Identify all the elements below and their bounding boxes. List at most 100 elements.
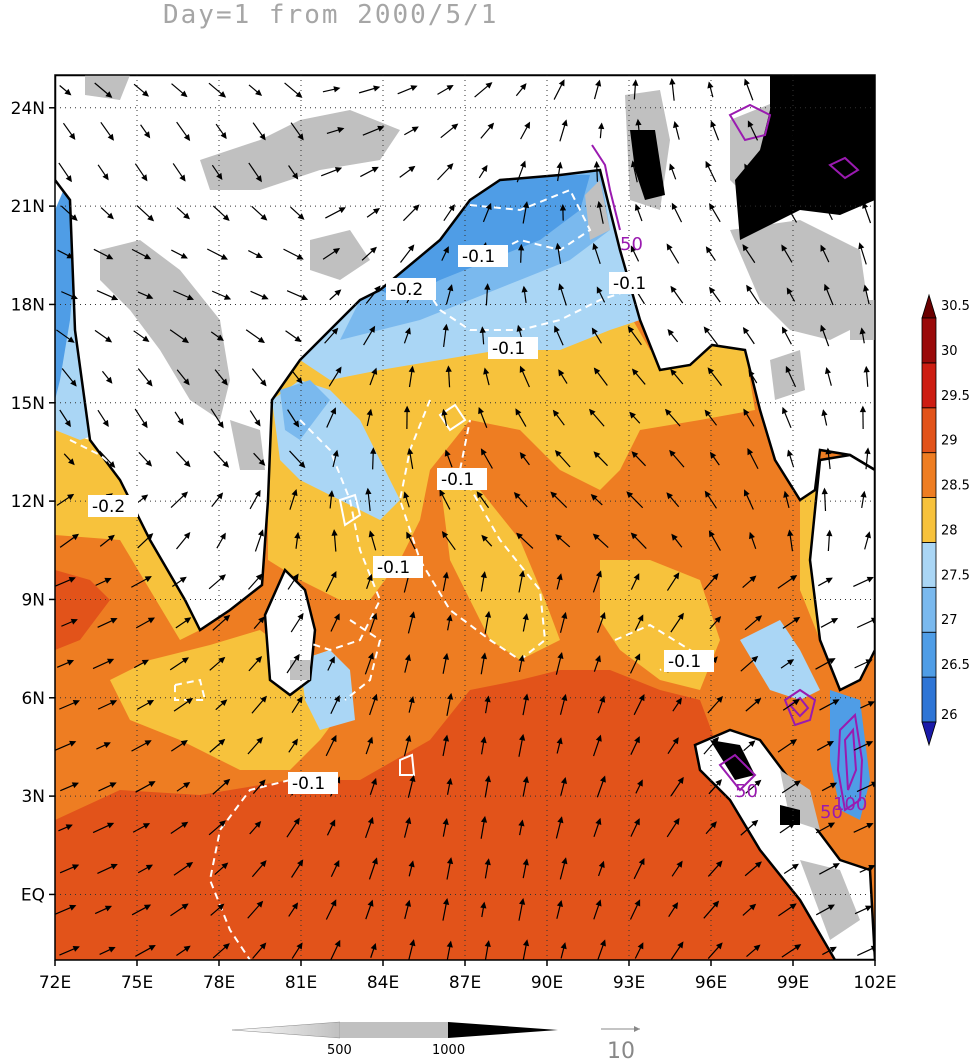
wind-vector-head: [518, 243, 525, 251]
lon-tick-label: 75E: [121, 973, 153, 993]
wind-vector-head: [712, 900, 720, 908]
colorbar-top-arrow: [921, 293, 937, 319]
wind-vector-head: [677, 612, 684, 620]
rain-contour-label: 100: [833, 794, 867, 815]
ocean-sst-27-east-india: [280, 380, 330, 440]
wind-vector-head: [183, 378, 190, 386]
wind-vector-head: [368, 530, 375, 538]
wind-vector-head: [185, 698, 194, 705]
wind-vector-head: [183, 460, 191, 468]
wind-vector-head: [669, 77, 676, 85]
wind-vector-head: [330, 407, 337, 415]
wind-vector-head: [714, 616, 722, 624]
lat-tick-label: 21N: [11, 197, 45, 217]
wind-vector-head: [410, 85, 418, 92]
wind-vector-head: [370, 447, 377, 454]
wind-vector-head: [627, 326, 635, 334]
wind-vector-head: [298, 461, 306, 469]
wind-vector-head: [333, 859, 340, 868]
wind-vector-head: [518, 819, 525, 827]
wind-vector-head: [825, 577, 833, 584]
wind-vector-head: [443, 898, 450, 905]
wind-vector-head: [747, 204, 754, 212]
wind-vector-head: [447, 692, 454, 700]
wind-vector-head: [751, 655, 759, 663]
wind-vector-head: [626, 491, 634, 499]
wind-vector-head: [711, 573, 719, 581]
wind-vector-head: [599, 775, 606, 783]
wind-vector-head: [259, 133, 266, 141]
contour-label: -0.1: [292, 774, 325, 794]
wind-vector-head: [864, 447, 871, 455]
lon-tick-label: 102E: [853, 973, 896, 993]
wind-vector-head: [485, 202, 492, 211]
wind-vector-head: [181, 336, 190, 344]
wind-vector-head: [144, 576, 152, 582]
wind-vector-head: [595, 734, 602, 742]
wind-vector-head: [293, 817, 300, 825]
wind-vector-head: [367, 652, 374, 660]
contour-label-group: -0.1 -0.2 -0.1 -0.1 -0.2 -0.1 -0.1 -0.1 …: [88, 234, 867, 823]
wind-vector-head: [105, 91, 113, 98]
wind-vector-head: [146, 293, 154, 299]
wind-vector-head: [297, 133, 304, 141]
wind-vector-head: [106, 253, 114, 260]
wind-vector-head: [667, 328, 674, 337]
wind-vector-head: [64, 88, 72, 96]
wind-vector-head: [446, 84, 454, 91]
wind-vector-head: [832, 863, 840, 869]
wind-vector-head: [181, 657, 189, 664]
wind-vector-head: [524, 121, 531, 129]
wind-vector-head: [671, 202, 678, 210]
wind-vector-head: [442, 734, 450, 742]
wind-vector-head: [753, 944, 761, 952]
wind-vector-head: [408, 365, 415, 373]
wind-vector-head: [219, 532, 226, 540]
wind-vector-head: [221, 862, 229, 870]
wind-vector-head: [142, 823, 151, 829]
wind-vector-head: [186, 861, 194, 869]
wind-vector-head: [522, 693, 530, 701]
wind-vector-head: [328, 490, 335, 497]
wind-vector-head: [218, 738, 226, 746]
wind-vector-head: [223, 778, 231, 786]
wind-vector-head: [666, 243, 673, 251]
wind-vector-head: [480, 736, 487, 744]
wind-vector-head: [367, 736, 374, 744]
wind-vector-head: [70, 379, 77, 387]
wind-vector-head: [255, 89, 263, 96]
wind-vector-head: [103, 742, 111, 748]
wind-vector-head: [592, 242, 599, 250]
wind-vector-head: [254, 419, 261, 427]
wind-vector-head: [72, 699, 80, 706]
wind-vector-head: [552, 409, 560, 417]
wind-vector-head: [755, 615, 763, 622]
wind-vector-head: [446, 857, 454, 865]
wind-vector-head: [710, 821, 717, 829]
wind-vector-head: [257, 529, 264, 537]
wind-vector-head: [829, 782, 838, 789]
wind-vector-head: [223, 293, 232, 300]
wind-vector-head: [371, 367, 378, 375]
wind-vector-head: [823, 283, 830, 291]
lat-tick-label: 6N: [21, 689, 45, 709]
lon-axis: 72E 75E 78E 81E 84E 87E 90E 93E 96E 99E 102E: [39, 960, 897, 993]
wind-vector-head: [107, 534, 115, 542]
wind-vector-head: [256, 736, 263, 744]
wind-vector-head: [788, 822, 796, 829]
wind-vector-head: [716, 695, 724, 703]
wind-vector-head: [673, 121, 680, 129]
wind-vector-head: [669, 449, 676, 457]
wind-vector-head: [634, 818, 640, 826]
topography-legend-black-wedge: [448, 1022, 558, 1038]
wind-vector-head: [446, 614, 453, 622]
wind-vector-head: [220, 131, 227, 140]
ocean-sst-29-5: [55, 670, 835, 960]
wind-vector-head: [448, 204, 455, 212]
wind-vector-head: [367, 816, 374, 825]
wind-vector-head: [183, 531, 191, 539]
wind-vector-head: [710, 120, 717, 128]
lon-tick-label: 78E: [203, 973, 235, 993]
wind-vector-head: [296, 253, 304, 260]
wind-vector-head: [516, 532, 523, 540]
